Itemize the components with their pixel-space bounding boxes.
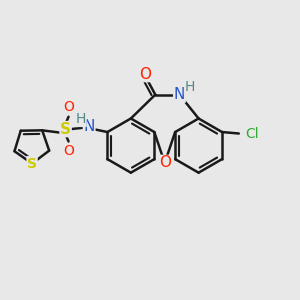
Text: O: O bbox=[63, 144, 74, 158]
Text: S: S bbox=[27, 157, 37, 170]
Text: O: O bbox=[63, 100, 74, 114]
Text: N: N bbox=[174, 87, 185, 102]
Text: O: O bbox=[159, 155, 171, 170]
Text: S: S bbox=[60, 122, 71, 136]
Text: H: H bbox=[184, 80, 195, 94]
Text: N: N bbox=[83, 119, 95, 134]
Text: Cl: Cl bbox=[246, 127, 259, 140]
Text: H: H bbox=[76, 112, 86, 126]
Text: O: O bbox=[140, 67, 152, 82]
